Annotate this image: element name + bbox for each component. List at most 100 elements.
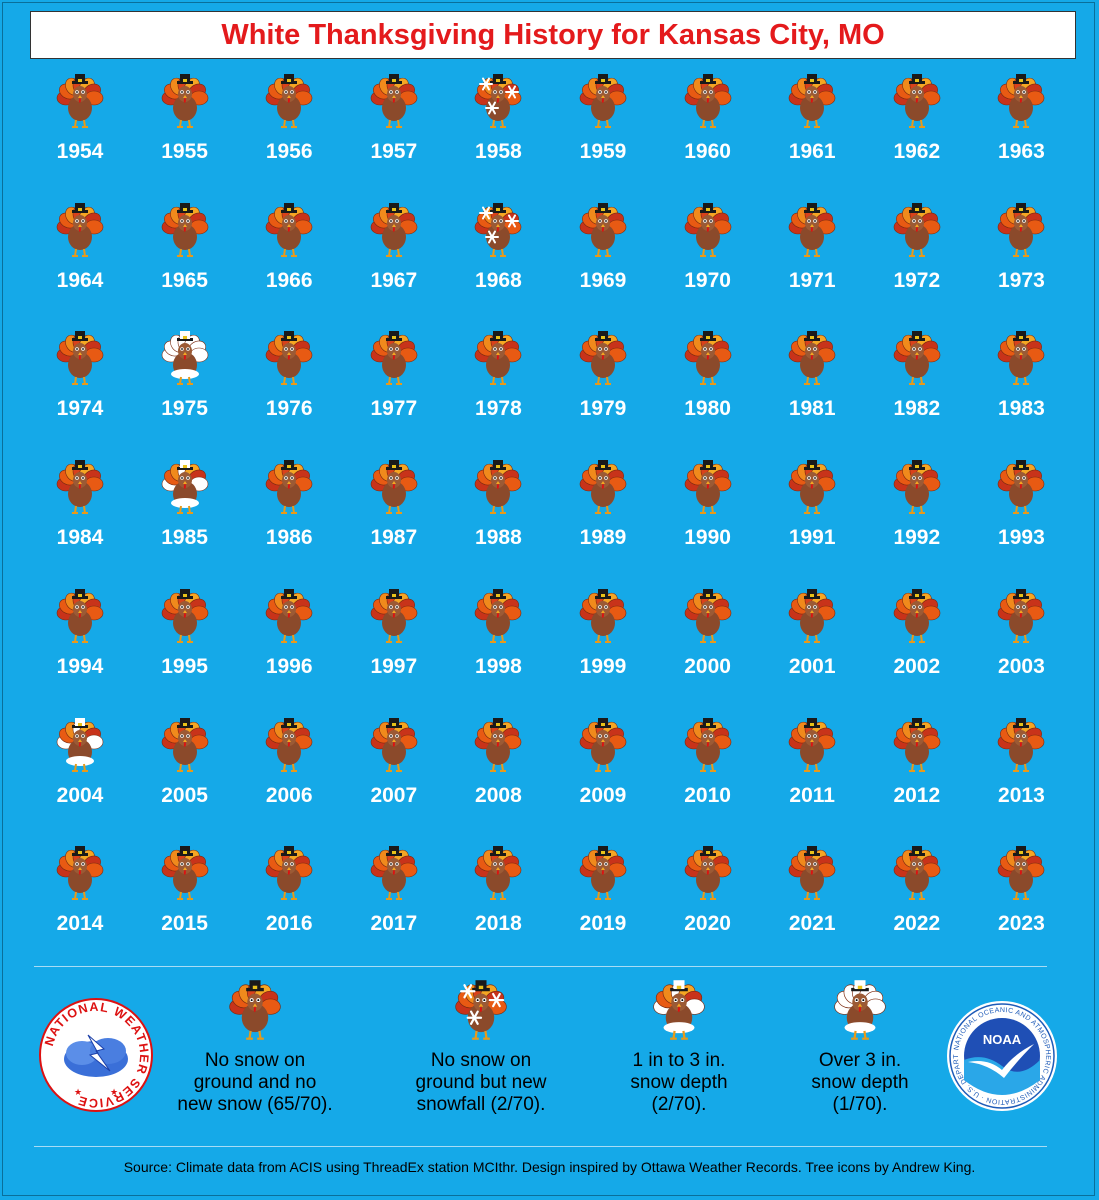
turkey-icon xyxy=(684,588,731,643)
turkey-icon xyxy=(893,588,941,643)
year-cell: 1981 xyxy=(760,329,864,449)
turkey-icon xyxy=(684,202,731,257)
turkey-icon xyxy=(579,588,627,643)
svg-text:★: ★ xyxy=(110,1087,118,1097)
year-label: 1997 xyxy=(370,654,418,678)
year-cell: 1962 xyxy=(865,72,969,192)
turkey-icon xyxy=(370,331,418,386)
year-label: 2002 xyxy=(893,654,941,678)
year-label: 2010 xyxy=(684,783,731,807)
turkey-icon xyxy=(788,846,836,901)
year-cell: 1964 xyxy=(28,201,132,321)
turkey-icon xyxy=(265,74,313,128)
legend-d13-line1: 1 in to 3 in. xyxy=(632,1050,726,1071)
turkey-icon xyxy=(579,202,627,257)
turkey-icon xyxy=(998,717,1045,772)
year-cell: 1980 xyxy=(656,329,760,449)
year-label: 1994 xyxy=(56,654,104,678)
year-cell: 1963 xyxy=(969,72,1073,192)
year-label: 2015 xyxy=(161,912,208,936)
year-label: 2005 xyxy=(161,783,208,807)
year-cell: 1993 xyxy=(969,458,1073,578)
year-cell: 1961 xyxy=(760,72,864,192)
legend-none-line2: ground and no xyxy=(193,1072,317,1093)
year-cell: 1974 xyxy=(28,329,132,449)
year-cell: 1965 xyxy=(133,201,237,321)
year-label: 1995 xyxy=(161,654,208,678)
turkey-icon xyxy=(56,846,104,901)
year-grid: 1954 1955 1956 xyxy=(28,72,1073,952)
year-cell: 2014 xyxy=(28,844,132,964)
year-cell: 1972 xyxy=(865,201,969,321)
year-label: 2011 xyxy=(789,783,835,807)
turkey-icon xyxy=(788,202,836,257)
year-cell: 1984 xyxy=(28,458,132,578)
turkey-icon xyxy=(579,74,627,128)
year-cell: 2011 xyxy=(760,716,864,836)
year-cell: 2023 xyxy=(969,844,1073,964)
legend-d3-line2: snow depth xyxy=(811,1072,909,1093)
year-cell: 1997 xyxy=(342,587,446,707)
year-cell: 1996 xyxy=(237,587,341,707)
year-cell: 1978 xyxy=(446,329,550,449)
year-label: 2017 xyxy=(370,912,418,936)
year-label: 1964 xyxy=(56,268,104,292)
year-cell: 1987 xyxy=(342,458,446,578)
source-note: Source: Climate data from ACIS using Thr… xyxy=(123,1159,976,1175)
turkey-icon xyxy=(579,331,627,386)
turkey-snowflake-icon xyxy=(455,980,507,1040)
turkey-light-snow-icon xyxy=(653,980,705,1040)
year-label: 1970 xyxy=(684,268,731,292)
year-label: 1971 xyxy=(788,268,836,292)
nws-logo: NATIONAL WEATHER SERVICE ★ ★ xyxy=(39,998,153,1112)
turkey-icon xyxy=(893,717,941,772)
year-label: 2007 xyxy=(370,783,418,807)
year-label: 2019 xyxy=(579,912,627,936)
turkey-icon xyxy=(265,717,313,772)
turkey-icon xyxy=(579,846,627,901)
year-label: 1978 xyxy=(475,397,522,421)
year-cell: 1985 xyxy=(133,458,237,578)
year-cell: 2003 xyxy=(969,587,1073,707)
legend-none-line3: new snow (65/70). xyxy=(177,1094,333,1115)
turkey-icon xyxy=(788,717,836,772)
year-label: 1968 xyxy=(475,268,522,292)
year-label: 1987 xyxy=(370,526,418,550)
year-cell: 1983 xyxy=(969,329,1073,449)
turkey-icon xyxy=(370,202,418,257)
year-label: 1985 xyxy=(161,526,208,550)
year-cell: 2013 xyxy=(969,716,1073,836)
year-label: 1966 xyxy=(265,268,313,292)
turkey-snowflake-icon xyxy=(475,74,522,128)
year-label: 1973 xyxy=(998,268,1045,292)
year-cell: 1973 xyxy=(969,201,1073,321)
year-cell: 2016 xyxy=(237,844,341,964)
year-cell: 2008 xyxy=(446,716,550,836)
year-label: 2008 xyxy=(475,783,522,807)
turkey-icon xyxy=(579,717,627,772)
year-cell: 1960 xyxy=(656,72,760,192)
year-cell: 2020 xyxy=(656,844,760,964)
turkey-snowflake-icon xyxy=(475,202,522,257)
turkey-icon xyxy=(370,717,418,772)
turkey-icon xyxy=(998,331,1045,386)
year-label: 2022 xyxy=(893,912,941,936)
year-label: 1969 xyxy=(579,268,627,292)
year-label: 1979 xyxy=(579,397,627,421)
turkey-icon xyxy=(684,74,731,128)
year-cell: 1999 xyxy=(551,587,655,707)
turkey-icon xyxy=(998,846,1045,901)
turkey-icon xyxy=(998,588,1045,643)
year-cell: 2007 xyxy=(342,716,446,836)
year-cell: 2005 xyxy=(133,716,237,836)
year-cell: 1976 xyxy=(237,329,341,449)
year-label: 2016 xyxy=(265,912,313,936)
turkey-snow-icon xyxy=(56,717,104,772)
turkey-icon xyxy=(229,980,281,1040)
year-label: 1990 xyxy=(684,526,731,550)
year-label: 2003 xyxy=(998,654,1045,678)
year-cell: 1969 xyxy=(551,201,655,321)
year-cell: 2004 xyxy=(28,716,132,836)
legend-d13-line3: (2/70). xyxy=(651,1094,707,1115)
title-box: White Thanksgiving History for Kansas Ci… xyxy=(30,11,1076,59)
